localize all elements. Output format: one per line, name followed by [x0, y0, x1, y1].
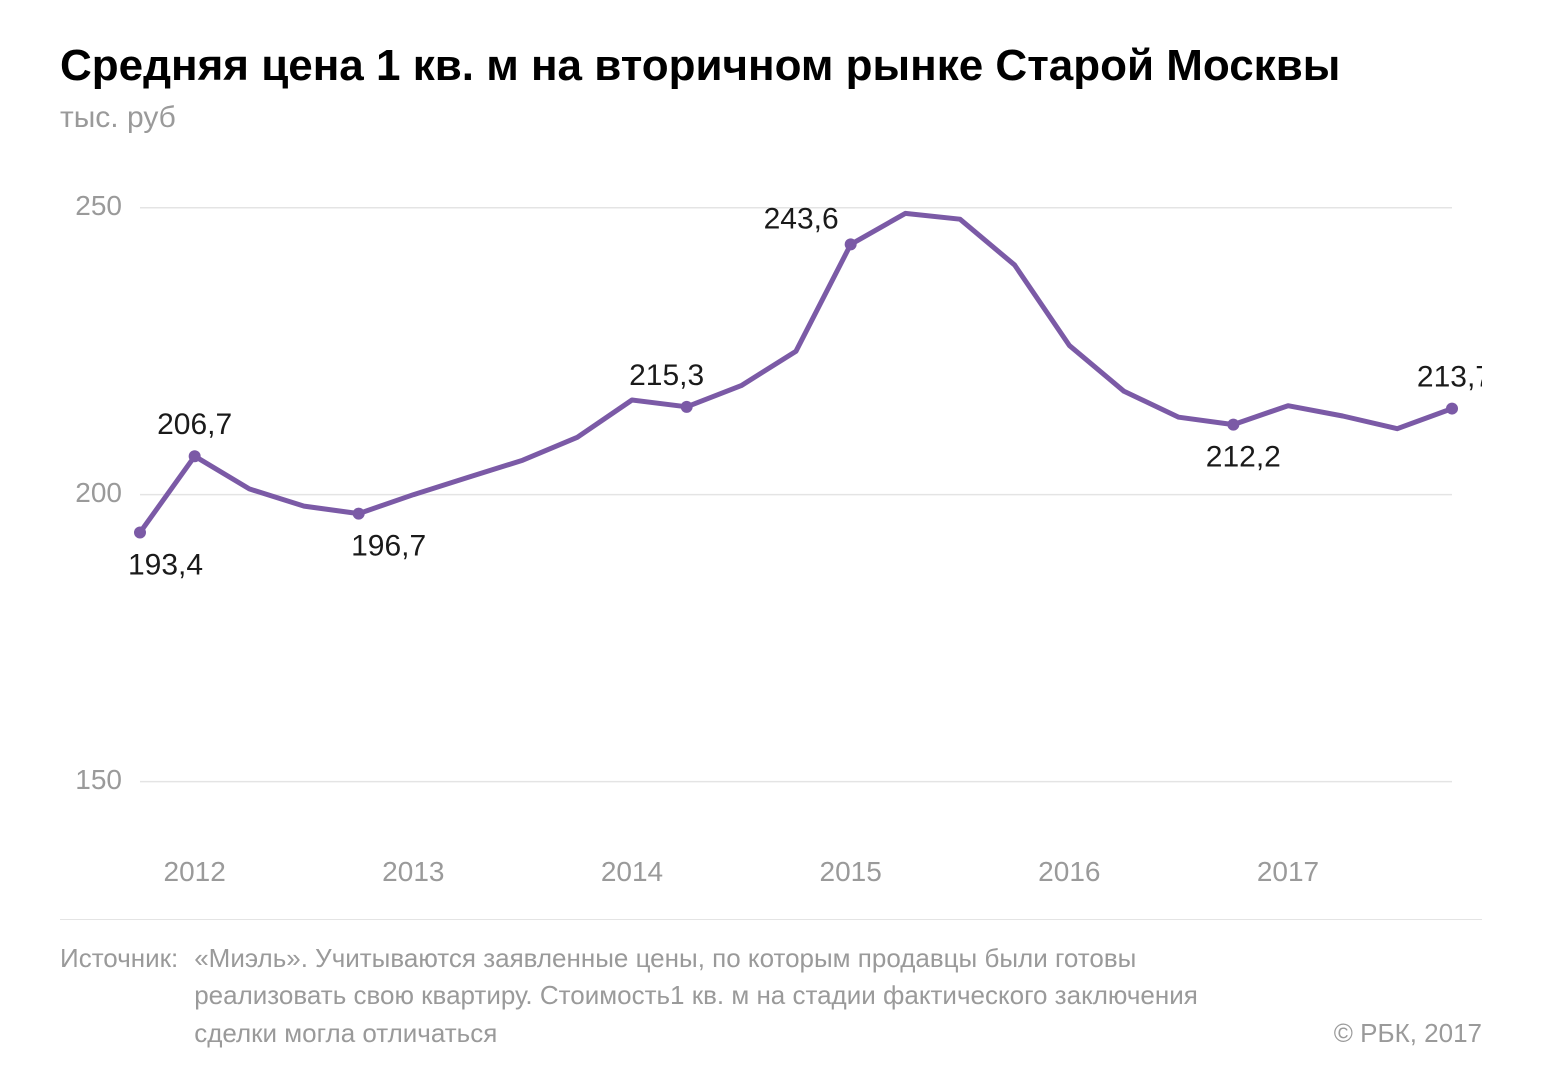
- source-label: Источник:: [60, 940, 178, 1053]
- line-chart-svg: 150 200 250 2012 2013 2014 2015 2016 2017 193,4 20…: [60, 159, 1482, 899]
- svg-text:212,2: 212,2: [1206, 440, 1281, 473]
- svg-text:2016: 2016: [1038, 856, 1100, 887]
- chart-area: 150 200 250 2012 2013 2014 2015 2016 2017 193,4 20…: [60, 159, 1482, 899]
- copyright: © РБК, 2017: [1334, 1015, 1482, 1053]
- chart-footer: Источник: «Миэль». Учитываются заявленны…: [60, 919, 1482, 1053]
- svg-text:200: 200: [75, 477, 122, 508]
- svg-text:243,6: 243,6: [764, 202, 839, 235]
- chart-subtitle: тыс. руб: [60, 101, 1482, 135]
- svg-text:193,4: 193,4: [128, 548, 203, 581]
- chart-container: Средняя цена 1 кв. м на вторичном рынке …: [0, 0, 1542, 1083]
- svg-text:250: 250: [75, 190, 122, 221]
- svg-text:2012: 2012: [164, 856, 226, 887]
- svg-text:150: 150: [75, 764, 122, 795]
- svg-text:2013: 2013: [382, 856, 444, 887]
- svg-text:2017: 2017: [1257, 856, 1319, 887]
- chart-title: Средняя цена 1 кв. м на вторичном рынке …: [60, 40, 1482, 93]
- svg-text:2014: 2014: [601, 856, 663, 887]
- svg-text:196,7: 196,7: [351, 529, 426, 562]
- source-text: «Миэль». Учитываются заявленные цены, по…: [194, 940, 1244, 1053]
- svg-text:206,7: 206,7: [157, 408, 232, 441]
- source-block: Источник: «Миэль». Учитываются заявленны…: [60, 940, 1244, 1053]
- svg-text:215,3: 215,3: [629, 359, 704, 392]
- svg-text:2015: 2015: [820, 856, 882, 887]
- svg-text:213,7: 213,7: [1417, 360, 1482, 393]
